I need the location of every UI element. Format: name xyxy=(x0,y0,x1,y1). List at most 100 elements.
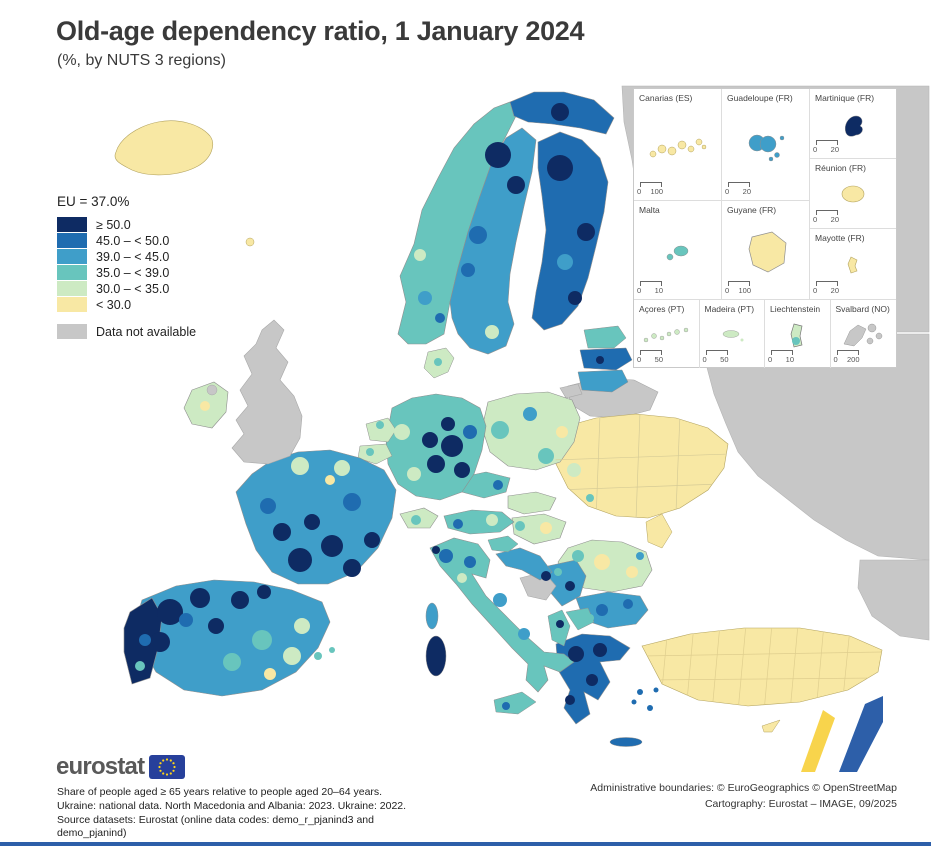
region-cyprus xyxy=(761,719,781,733)
region-sicily xyxy=(493,691,537,715)
region-finland xyxy=(531,131,609,331)
region-balearics xyxy=(329,647,335,653)
legend-swatch xyxy=(57,233,87,248)
page-subtitle: (%, by NUTS 3 regions) xyxy=(57,52,226,69)
region-aegean xyxy=(647,705,653,711)
legend-item-label: 30.0 – < 35.0 xyxy=(96,281,170,296)
inset-label: Martinique (FR) xyxy=(815,93,875,103)
region-balearics xyxy=(314,652,322,660)
inset-cell-mayotte: Mayotte (FR) 0 20 xyxy=(810,229,896,299)
acores-map-icon xyxy=(644,328,689,343)
legend-item-label: ≥ 50.0 xyxy=(96,217,131,232)
credits-line: Administrative boundaries: © EuroGeograp… xyxy=(590,782,897,794)
legend-swatch xyxy=(57,249,87,264)
inset-label: Mayotte (FR) xyxy=(815,233,865,243)
legend-swatch xyxy=(57,217,87,232)
inset-scalebar: 0 20 xyxy=(813,281,839,295)
inset-label: Madeira (PT) xyxy=(704,304,755,314)
region-kaliningrad xyxy=(559,383,583,399)
inset-scalebar: 0 20 xyxy=(725,182,751,196)
madeira-map-icon xyxy=(722,330,744,342)
bottom-accent-bar xyxy=(0,842,931,846)
legend-item: 30.0 – < 35.0 xyxy=(57,281,196,296)
inset-cell-madeira: Madeira (PT) 0 50 xyxy=(700,300,765,368)
svalbard-map-icon xyxy=(843,324,883,347)
liechtenstein-map-icon xyxy=(790,323,803,348)
legend-no-data-swatch xyxy=(57,324,87,339)
inset-cell-reunion: Réunion (FR) 0 20 xyxy=(810,159,896,229)
legend: EU = 37.0% ≥ 50.0 45.0 – < 50.0 39.0 – <… xyxy=(57,194,196,340)
region-ukraine xyxy=(553,413,729,519)
reunion-map-icon xyxy=(841,185,865,203)
legend-item-label: 39.0 – < 45.0 xyxy=(96,249,170,264)
inset-scalebar: 0 100 xyxy=(725,281,751,295)
legend-item: 35.0 – < 39.0 xyxy=(57,265,196,280)
inset-cell-malta: Malta 0 10 xyxy=(634,201,721,299)
region-poland xyxy=(481,391,581,471)
ukraine-interior-borders xyxy=(554,414,728,518)
inset-label: Svalbard (NO) xyxy=(835,304,890,314)
map-mosaic xyxy=(135,103,644,710)
legend-item: 39.0 – < 45.0 xyxy=(57,249,196,264)
inset-cell-liechtenstein: Liechtenstein 0 10 xyxy=(765,300,831,368)
inset-panel: Canarias (ES) 0 100 Malta xyxy=(633,88,897,368)
region-n-ireland xyxy=(206,384,218,396)
region-belgium xyxy=(357,443,393,465)
inset-cell-acores: Açores (PT) 0 50 xyxy=(634,300,700,368)
inset-cell-canarias: Canarias (ES) 0 100 xyxy=(634,89,721,201)
inset-cell-svalbard: Svalbard (NO) 0 200 xyxy=(831,300,897,368)
region-iceland xyxy=(114,120,213,176)
footnote-line: demo_pjanind) xyxy=(57,827,127,840)
region-albania xyxy=(547,609,571,647)
legend-item: ≥ 50.0 xyxy=(57,217,196,232)
legend-item: 45.0 – < 50.0 xyxy=(57,233,196,248)
inset-scalebar: 0 20 xyxy=(813,210,839,224)
inset-scalebar: 0 10 xyxy=(768,350,794,364)
eurostat-logo: eurostat xyxy=(56,753,186,781)
region-crete xyxy=(609,737,643,747)
inset-scalebar: 0 50 xyxy=(703,350,729,364)
inset-label: Réunion (FR) xyxy=(815,163,867,173)
region-corsica xyxy=(425,602,439,630)
footnote-line: Share of people aged ≥ 65 years relative… xyxy=(57,786,383,798)
malta-map-icon xyxy=(666,245,688,261)
inset-cell-guadeloupe: Guadeloupe (FR) 0 20 xyxy=(722,89,809,201)
region-aegean xyxy=(631,699,637,705)
guadeloupe-map-icon xyxy=(748,134,784,161)
inset-scalebar: 0 20 xyxy=(813,140,839,154)
mayotte-map-icon xyxy=(847,256,858,274)
inset-label: Guyane (FR) xyxy=(727,205,777,215)
martinique-map-icon xyxy=(845,115,863,137)
region-slovenia xyxy=(487,535,519,553)
region-uk xyxy=(231,319,303,465)
guyane-map-icon xyxy=(748,231,786,273)
legend-item-label: 45.0 – < 50.0 xyxy=(96,233,170,248)
footnote-line: Source datasets: Eurostat (online data c… xyxy=(57,813,374,826)
region-slovakia xyxy=(507,491,557,515)
region-aegean xyxy=(653,687,659,693)
credits: Administrative boundaries: © EuroGeograp… xyxy=(590,780,897,812)
legend-no-data-label: Data not available xyxy=(96,324,197,339)
footnote-line: Ukraine: national data. North Macedonia … xyxy=(57,799,407,812)
legend-item-label: < 30.0 xyxy=(96,297,132,312)
inset-cell-guyane: Guyane (FR) 0 100 xyxy=(722,201,809,299)
inset-label: Malta xyxy=(639,205,660,215)
region-faroe xyxy=(245,237,255,247)
region-north-macedonia xyxy=(565,607,595,631)
inset-label: Liechtenstein xyxy=(770,304,821,314)
region-hungary xyxy=(511,513,567,545)
region-caucasus xyxy=(857,559,930,641)
inset-label: Guadeloupe (FR) xyxy=(727,93,793,103)
legend-item-label: 35.0 – < 39.0 xyxy=(96,265,170,280)
footnotes: Share of people aged ≥ 65 years relative… xyxy=(57,786,406,841)
legend-eu-value: EU = 37.0% xyxy=(57,194,130,209)
region-moldova xyxy=(645,513,673,549)
legend-swatch xyxy=(57,297,87,312)
eu-flag-icon xyxy=(149,755,186,779)
legend-swatch xyxy=(57,281,87,296)
region-aegean xyxy=(637,689,643,695)
region-sardinia xyxy=(425,635,447,677)
page-title: Old-age dependency ratio, 1 January 2024 xyxy=(56,16,585,46)
region-estonia xyxy=(583,325,627,349)
